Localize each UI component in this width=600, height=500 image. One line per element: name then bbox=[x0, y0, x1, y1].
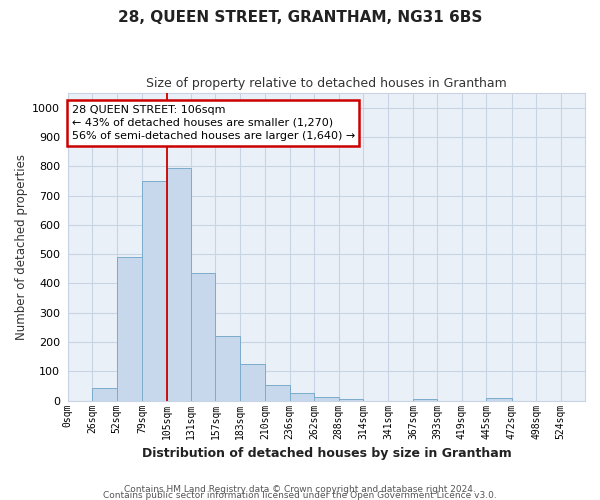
Bar bbox=[265, 385, 290, 400]
Bar bbox=[314, 396, 338, 400]
Bar bbox=[240, 364, 265, 401]
Y-axis label: Number of detached properties: Number of detached properties bbox=[15, 154, 28, 340]
Bar bbox=[117, 257, 142, 400]
Bar bbox=[191, 273, 215, 400]
Title: Size of property relative to detached houses in Grantham: Size of property relative to detached ho… bbox=[146, 78, 507, 90]
Text: Contains HM Land Registry data © Crown copyright and database right 2024.: Contains HM Land Registry data © Crown c… bbox=[124, 484, 476, 494]
Bar bbox=[486, 398, 512, 400]
Text: 28, QUEEN STREET, GRANTHAM, NG31 6BS: 28, QUEEN STREET, GRANTHAM, NG31 6BS bbox=[118, 10, 482, 25]
X-axis label: Distribution of detached houses by size in Grantham: Distribution of detached houses by size … bbox=[142, 447, 511, 460]
Bar bbox=[167, 168, 191, 400]
Bar bbox=[290, 392, 314, 400]
Bar bbox=[338, 398, 363, 400]
Text: 28 QUEEN STREET: 106sqm
← 43% of detached houses are smaller (1,270)
56% of semi: 28 QUEEN STREET: 106sqm ← 43% of detache… bbox=[71, 105, 355, 141]
Text: Contains public sector information licensed under the Open Government Licence v3: Contains public sector information licen… bbox=[103, 490, 497, 500]
Bar bbox=[92, 388, 117, 400]
Bar bbox=[142, 181, 167, 400]
Bar bbox=[215, 336, 240, 400]
